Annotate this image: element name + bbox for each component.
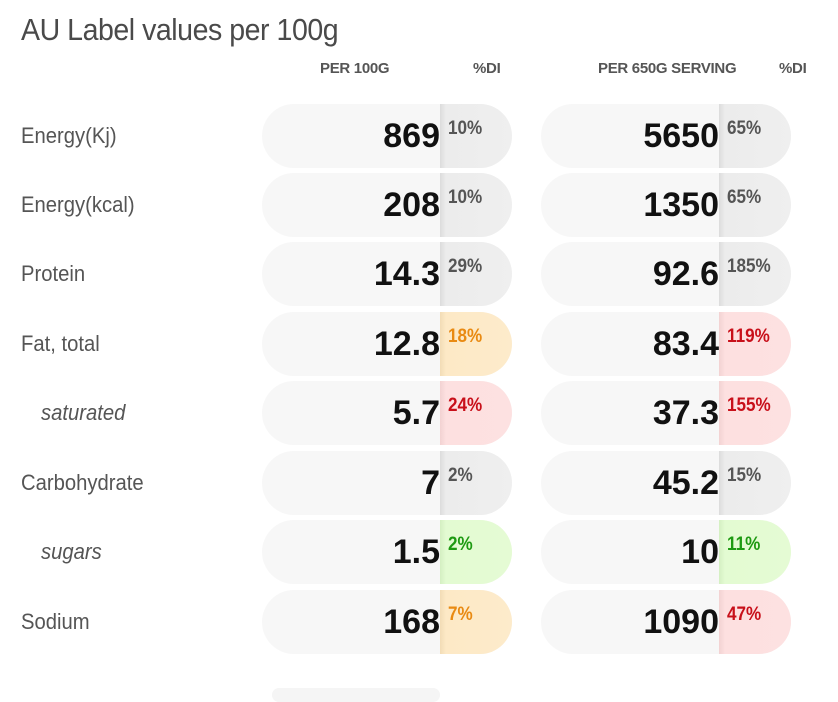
nutrient-label: Sodium <box>21 609 90 634</box>
daily-intake-percent: 15% <box>727 465 762 486</box>
daily-intake-percent: 11% <box>727 534 761 555</box>
daily-intake-percent: 2% <box>448 465 473 486</box>
daily-intake-percent: 155% <box>727 395 771 416</box>
per-100g-cell: 5.7g24% <box>262 381 512 445</box>
table-row: saturated 5.7g24% 37.3g155% <box>0 381 838 445</box>
per-100g-cell: 208kcal10% <box>262 173 512 237</box>
nutrient-label: Energy(kcal) <box>21 192 135 217</box>
daily-intake-cell: 29% <box>440 242 512 306</box>
nutrient-label: saturated <box>41 400 126 425</box>
daily-intake-percent: 185% <box>727 256 771 277</box>
table-row: Energy(Kj) 869kJ10% 5650kJ65% <box>0 104 838 168</box>
per-100g-cell: 869kJ10% <box>262 104 512 168</box>
daily-intake-percent: 65% <box>727 118 762 139</box>
nutrient-value: 168 <box>383 603 440 641</box>
nutrient-value: 1350 <box>643 186 719 224</box>
daily-intake-percent: 47% <box>727 604 762 625</box>
daily-intake-cell: 15% <box>719 451 791 515</box>
nutrient-label: Fat, total <box>21 331 100 356</box>
daily-intake-cell: 11% <box>719 520 791 584</box>
daily-intake-cell: 2% <box>440 451 512 515</box>
daily-intake-percent: 18% <box>448 326 483 347</box>
nutrient-value: 1.5 <box>392 533 440 571</box>
daily-intake-percent: 29% <box>448 256 483 277</box>
nutrient-value: 208 <box>383 186 440 224</box>
daily-intake-percent: 119% <box>727 326 770 347</box>
daily-intake-percent: 10% <box>448 187 483 208</box>
nutrient-value: 83.4 <box>652 325 719 363</box>
daily-intake-cell: 47% <box>719 590 791 654</box>
daily-intake-cell: 155% <box>719 381 791 445</box>
nutrient-value: 37.3 <box>652 394 719 432</box>
table-row: Sodium 168mg7% 1090mg47% <box>0 590 838 654</box>
nutrient-label: Carbohydrate <box>21 470 144 495</box>
nutrient-value: 10 <box>681 533 719 571</box>
col-header-per-100g: PER 100G <box>320 60 390 77</box>
daily-intake-cell: 119% <box>719 312 791 376</box>
daily-intake-cell: 65% <box>719 173 791 237</box>
table-row: sugars 1.5g2% 10g11% <box>0 520 838 584</box>
nutrient-label: sugars <box>41 539 102 564</box>
col-header-di-1: %DI <box>473 60 501 77</box>
daily-intake-cell: 185% <box>719 242 791 306</box>
nutrient-value: 45.2 <box>652 464 719 502</box>
nutrient-value: 1090 <box>643 603 719 641</box>
table-row-partial <box>272 688 440 702</box>
daily-intake-cell: 10% <box>440 173 512 237</box>
nutrient-value: 869 <box>383 117 440 155</box>
nutrient-value: 5650 <box>643 117 719 155</box>
daily-intake-cell: 24% <box>440 381 512 445</box>
daily-intake-cell: 7% <box>440 590 512 654</box>
daily-intake-percent: 10% <box>448 118 483 139</box>
daily-intake-percent: 7% <box>448 604 473 625</box>
table-row: Energy(kcal) 208kcal10% 1350kcal65% <box>0 173 838 237</box>
per-100g-cell: 14.3g29% <box>262 242 512 306</box>
per-serving-cell: 5650kJ65% <box>541 104 791 168</box>
nutrient-value: 14.3 <box>373 255 440 293</box>
page-title: AU Label values per 100g <box>21 12 339 47</box>
per-100g-cell: 7g2% <box>262 451 512 515</box>
daily-intake-cell: 18% <box>440 312 512 376</box>
daily-intake-cell: 2% <box>440 520 512 584</box>
per-100g-cell: 1.5g2% <box>262 520 512 584</box>
per-100g-cell: 12.8g18% <box>262 312 512 376</box>
per-100g-cell: 168mg7% <box>262 590 512 654</box>
per-serving-cell: 45.2g15% <box>541 451 791 515</box>
nutrient-value: 7 <box>421 464 440 502</box>
nutrient-value: 5.7 <box>392 394 440 432</box>
table-row: Protein 14.3g29% 92.6g185% <box>0 242 838 306</box>
nutrient-value: 12.8 <box>373 325 440 363</box>
nutrient-label: Energy(Kj) <box>21 123 117 148</box>
per-serving-cell: 83.4g119% <box>541 312 791 376</box>
daily-intake-percent: 2% <box>448 534 473 555</box>
daily-intake-percent: 65% <box>727 187 762 208</box>
per-serving-cell: 10g11% <box>541 520 791 584</box>
per-serving-cell: 37.3g155% <box>541 381 791 445</box>
per-serving-cell: 1350kcal65% <box>541 173 791 237</box>
table-row: Fat, total 12.8g18% 83.4g119% <box>0 312 838 376</box>
col-header-di-2: %DI <box>779 60 807 77</box>
daily-intake-percent: 24% <box>448 395 483 416</box>
daily-intake-cell: 10% <box>440 104 512 168</box>
daily-intake-cell: 65% <box>719 104 791 168</box>
per-serving-cell: 92.6g185% <box>541 242 791 306</box>
nutrient-label: Protein <box>21 261 86 286</box>
nutrient-value: 92.6 <box>652 255 719 293</box>
col-header-per-serving: PER 650G SERVING <box>598 60 737 77</box>
table-row: Carbohydrate 7g2% 45.2g15% <box>0 451 838 515</box>
per-serving-cell: 1090mg47% <box>541 590 791 654</box>
